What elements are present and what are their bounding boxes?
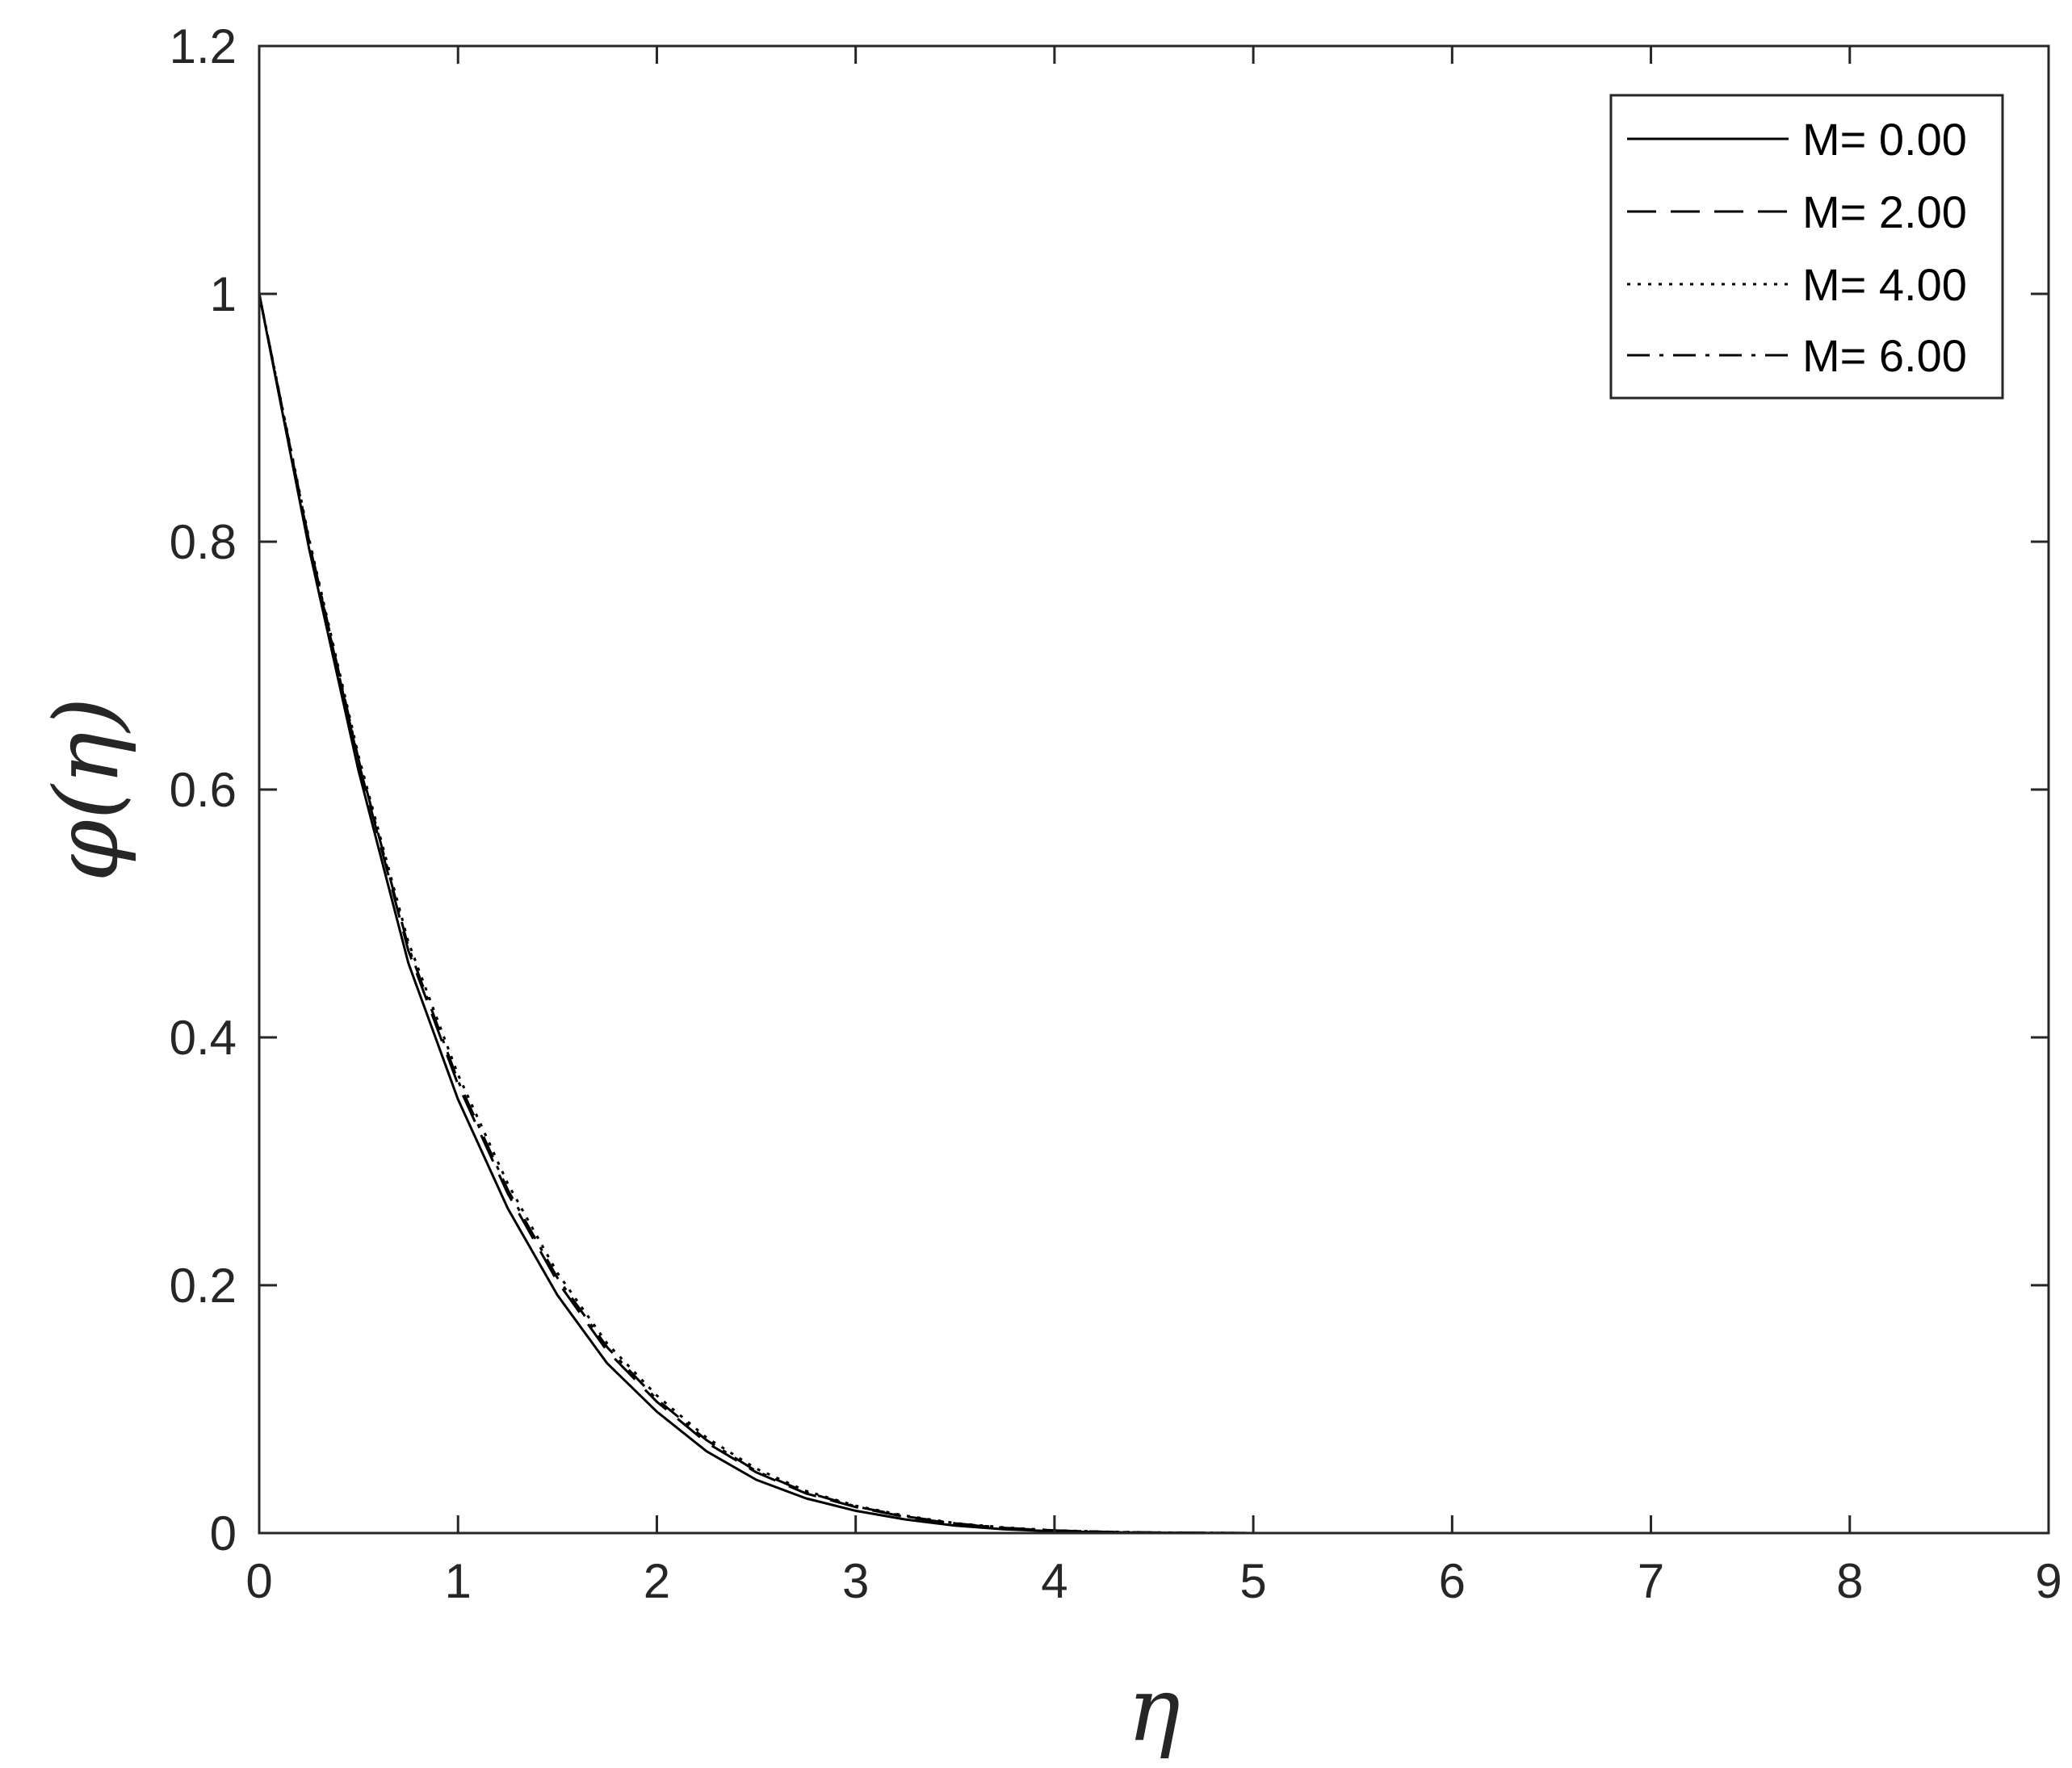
x-tick-label: 1 xyxy=(445,1554,472,1608)
y-tick-label: 0.6 xyxy=(170,763,237,817)
x-axis-label: η xyxy=(1127,1657,1181,1761)
x-tick-label: 8 xyxy=(1836,1554,1863,1608)
x-tick-label: 6 xyxy=(1439,1554,1466,1608)
y-tick-label: 0.4 xyxy=(170,1011,237,1065)
legend-label-3: M= 6.00 xyxy=(1802,330,1967,381)
x-tick-label: 3 xyxy=(842,1554,869,1608)
legend-box xyxy=(1609,94,2004,400)
tick-layer: 0 1 2 3 4 5 6 7 8 9 0 0.2 0.4 0.6 0.8 1 1.2 xyxy=(170,19,2062,1608)
y-tick-label: 1.2 xyxy=(170,19,237,73)
legend: M= 0.00 M= 2.00 M= 4.00 M= 6.00 xyxy=(1609,94,2004,400)
x-tick-label: 0 xyxy=(245,1554,272,1608)
plot-frame xyxy=(258,44,2050,1535)
x-tick-label: 5 xyxy=(1239,1554,1266,1608)
legend-label-2: M= 4.00 xyxy=(1802,259,1967,310)
y-tick-label: 1 xyxy=(210,267,237,321)
x-tick-label: 2 xyxy=(644,1554,670,1608)
legend-label-1: M= 2.00 xyxy=(1802,186,1967,237)
y-tick-label: 0.2 xyxy=(170,1259,237,1313)
x-tick-label: 7 xyxy=(1638,1554,1664,1608)
y-axis-label: φ(η) xyxy=(35,698,138,882)
legend-items: M= 0.00 M= 2.00 M= 4.00 M= 6.00 xyxy=(1627,114,1967,381)
y-tick-label: 0 xyxy=(210,1506,237,1561)
x-tick-label: 4 xyxy=(1041,1554,1067,1608)
y-tick-label: 0.8 xyxy=(170,515,237,569)
legend-label-0: M= 0.00 xyxy=(1802,114,1967,165)
x-tick-label: 9 xyxy=(2035,1554,2062,1608)
